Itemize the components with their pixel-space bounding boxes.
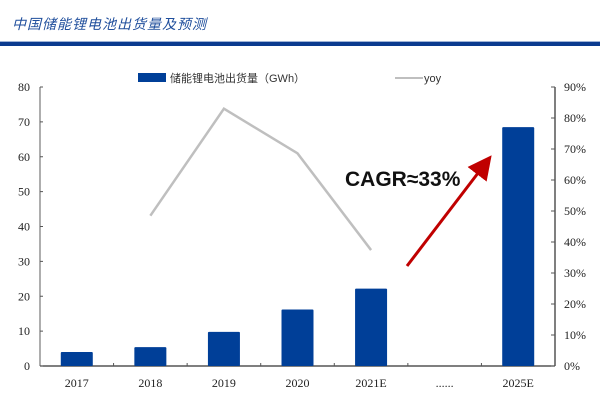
bar-2021E [355, 288, 388, 366]
x-axis-tick-label: 2021E [355, 376, 386, 390]
left-axis-tick-label: 10 [18, 324, 30, 338]
bar-2020 [281, 309, 314, 366]
legend-line-label: yoy [424, 73, 442, 85]
x-axis-tick-label: 2020 [286, 376, 310, 390]
chart-title: 中国储能锂电池出货量及预测 [12, 17, 207, 33]
bar-2017 [60, 352, 93, 366]
yoy-line [149, 107, 373, 251]
right-axis-tick-label: 40% [564, 235, 586, 249]
x-axis-tick-label: ...... [436, 376, 454, 390]
right-axis-tick-label: 90% [564, 80, 586, 94]
right-axis-tick-label: 80% [564, 111, 586, 125]
bar-2025E [502, 127, 535, 366]
legend-bar-label: 储能锂电池出货量（GWh） [170, 71, 305, 85]
cagr-annotation: CAGR≈33% [345, 168, 461, 191]
right-axis-tick-label: 30% [564, 266, 586, 280]
x-axis-tick-label: 2017 [65, 376, 89, 390]
x-axis-tick-label: 2018 [138, 376, 162, 390]
left-axis-tick-label: 20 [18, 289, 30, 303]
left-axis-tick-label: 30 [18, 254, 30, 268]
right-axis-tick-label: 0% [564, 359, 580, 373]
right-axis-tick-label: 10% [564, 328, 586, 342]
left-axis-tick-label: 50 [18, 185, 30, 199]
left-axis-tick-label: 60 [18, 150, 30, 164]
right-axis-tick-label: 60% [564, 173, 586, 187]
right-axis-tick-label: 50% [564, 204, 586, 218]
bar-2019 [207, 331, 240, 366]
title-divider [0, 41, 600, 46]
right-axis-tick-label: 70% [564, 142, 586, 156]
left-axis-tick-label: 40 [18, 220, 30, 234]
left-axis-tick-label: 0 [24, 359, 30, 373]
left-axis-tick-label: 80 [18, 80, 30, 94]
x-axis-tick-label: 2019 [212, 376, 236, 390]
bar-2018 [134, 347, 167, 366]
legend-bar-swatch [138, 73, 166, 82]
x-axis-tick-label: 2025E [503, 376, 534, 390]
left-axis-tick-label: 70 [18, 115, 30, 129]
right-axis-tick-label: 20% [564, 297, 586, 311]
growth-arrow-icon [405, 155, 492, 267]
